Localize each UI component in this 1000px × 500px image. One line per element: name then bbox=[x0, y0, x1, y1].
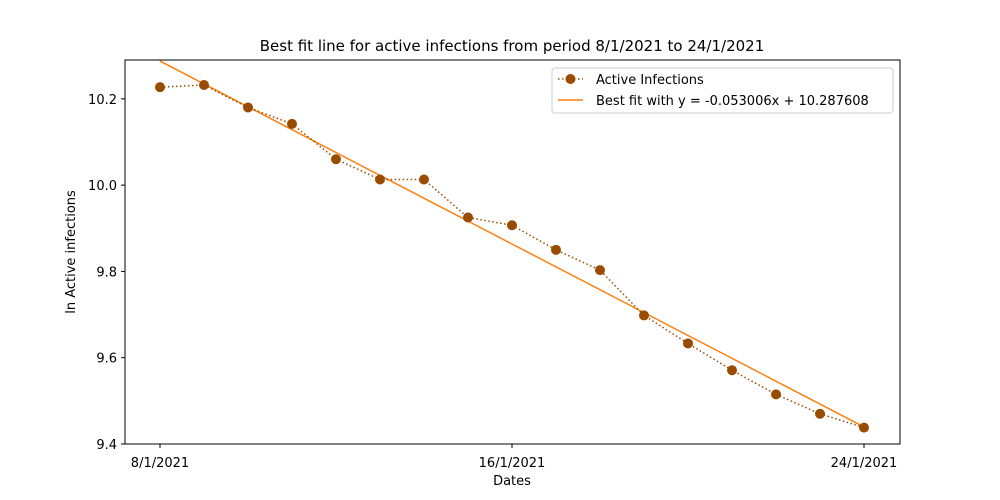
data-point-active-infections bbox=[419, 175, 429, 185]
chart-title: Best fit line for active infections from… bbox=[260, 37, 765, 55]
y-tick-label: 10.0 bbox=[88, 179, 117, 194]
data-point-active-infections bbox=[551, 245, 561, 255]
data-point-active-infections bbox=[507, 220, 517, 230]
y-axis-label: ln Active infections bbox=[64, 190, 79, 314]
legend-marker-active-infections bbox=[566, 74, 576, 84]
data-point-active-infections bbox=[331, 154, 341, 164]
y-tick-label: 9.4 bbox=[96, 438, 117, 453]
legend: Active Infections Best fit with y = -0.0… bbox=[552, 68, 893, 113]
y-tick-label: 10.2 bbox=[88, 93, 117, 108]
data-point-active-infections bbox=[463, 212, 473, 222]
x-tick-label: 16/1/2021 bbox=[479, 456, 546, 471]
legend-label-best-fit: Best fit with y = -0.053006x + 10.287608 bbox=[596, 94, 869, 109]
x-tick-label: 24/1/2021 bbox=[831, 456, 898, 471]
data-point-active-infections bbox=[375, 175, 385, 185]
y-tick-label: 9.8 bbox=[96, 265, 117, 280]
data-point-active-infections bbox=[639, 310, 649, 320]
data-point-active-infections bbox=[727, 365, 737, 375]
plot-area bbox=[125, 60, 900, 444]
data-point-active-infections bbox=[859, 423, 869, 433]
y-tick-label: 9.6 bbox=[96, 352, 117, 367]
data-point-active-infections bbox=[199, 80, 209, 90]
data-point-active-infections bbox=[287, 119, 297, 129]
data-point-active-infections bbox=[771, 389, 781, 399]
data-point-active-infections bbox=[243, 102, 253, 112]
x-tick-label: 8/1/2021 bbox=[131, 456, 189, 471]
legend-label-active-infections: Active Infections bbox=[596, 73, 704, 88]
x-axis-label: Dates bbox=[493, 474, 531, 489]
data-point-active-infections bbox=[683, 338, 693, 348]
data-point-active-infections bbox=[815, 409, 825, 419]
data-point-active-infections bbox=[595, 265, 605, 275]
data-point-active-infections bbox=[155, 82, 165, 92]
